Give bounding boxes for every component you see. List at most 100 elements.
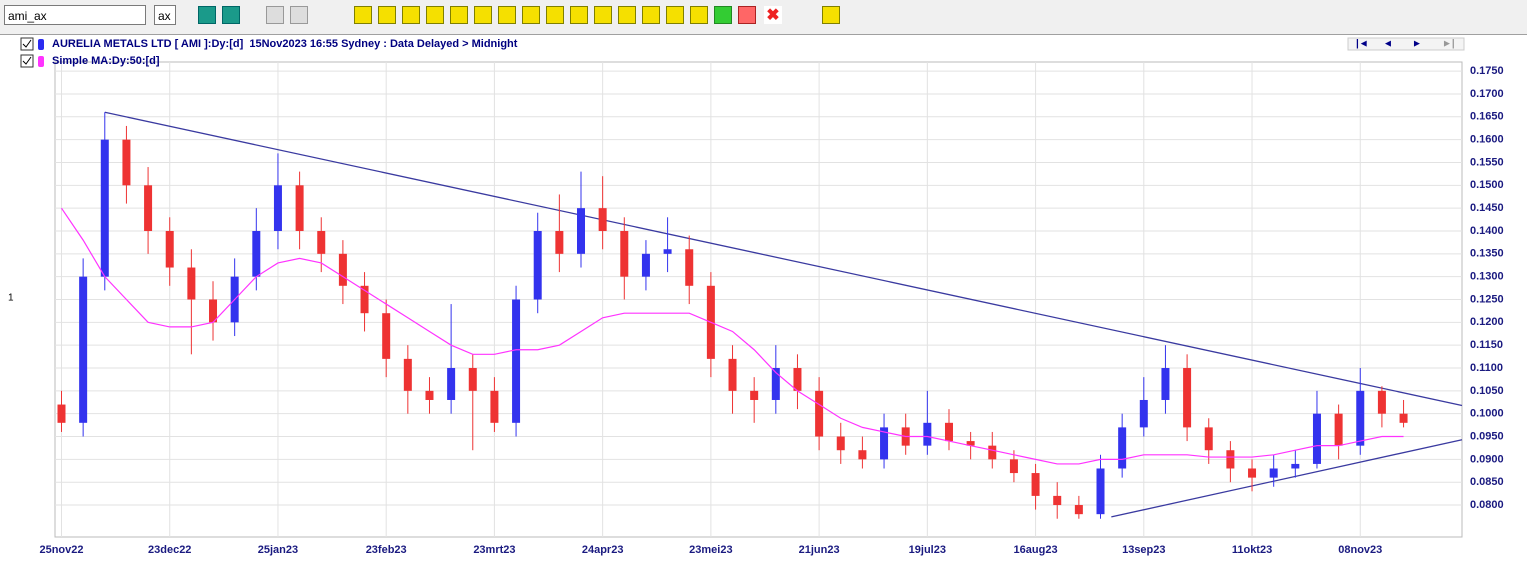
- tool-button[interactable]: [426, 6, 444, 24]
- trend-line: [1111, 439, 1463, 518]
- y-tick-label: 0.0850: [1470, 476, 1504, 488]
- tool-button[interactable]: [618, 6, 636, 24]
- candle-body: [360, 285, 369, 314]
- x-tick-label: 16aug23: [1014, 544, 1058, 556]
- y-tick-label: 0.1550: [1470, 156, 1504, 168]
- tool-button[interactable]: [450, 6, 468, 24]
- candle-body: [512, 299, 521, 423]
- y-tick-label: 0.1200: [1470, 316, 1504, 328]
- candle-body: [1248, 468, 1257, 478]
- candle-body: [468, 368, 477, 391]
- period-box[interactable]: ax: [154, 5, 176, 25]
- candle-body: [122, 139, 131, 186]
- tool-button[interactable]: [690, 6, 708, 24]
- x-tick-label: 11okt23: [1232, 544, 1272, 556]
- y-tick-label: 0.0800: [1470, 499, 1504, 511]
- y-tick-label: 0.0900: [1470, 453, 1504, 465]
- candle-body: [425, 390, 434, 400]
- x-tick-label: 24apr23: [582, 544, 624, 556]
- candle-body: [880, 427, 889, 460]
- candle-body: [728, 358, 737, 391]
- candle-body: [1139, 399, 1148, 428]
- nav-last[interactable]: ►|: [1442, 39, 1455, 50]
- tool-button[interactable]: [666, 6, 684, 24]
- tool-button[interactable]: [474, 6, 492, 24]
- candle-body: [1312, 413, 1321, 464]
- x-tick-label: 23mrt23: [473, 544, 515, 556]
- candle-body: [1183, 368, 1192, 428]
- y-tick-label: 0.1100: [1470, 362, 1503, 374]
- tool-button[interactable]: [266, 6, 284, 24]
- candle-body: [836, 436, 845, 451]
- candle-body: [988, 445, 997, 460]
- y-tick-label: 0.1500: [1470, 179, 1504, 191]
- symbol-box[interactable]: ami_ax: [4, 5, 146, 25]
- tool-button[interactable]: [222, 6, 240, 24]
- candle-body: [79, 276, 88, 423]
- tool-button[interactable]: [402, 6, 420, 24]
- y-tick-label: 0.1250: [1470, 293, 1504, 305]
- candle-body: [620, 230, 629, 277]
- tool-button[interactable]: [522, 6, 540, 24]
- candle-body: [165, 230, 174, 268]
- check-mark: [22, 39, 32, 48]
- tool-button[interactable]: [714, 6, 732, 24]
- candle-body: [1053, 495, 1062, 506]
- nav-next[interactable]: ►: [1412, 39, 1422, 50]
- y-tick-label: 0.1600: [1470, 134, 1504, 146]
- candle-body: [252, 230, 261, 277]
- candle-body: [317, 230, 326, 254]
- x-tick-label: 08nov23: [1338, 544, 1382, 556]
- tool-button[interactable]: [594, 6, 612, 24]
- candle-body: [490, 390, 499, 423]
- tool-button[interactable]: [570, 6, 588, 24]
- tool-button[interactable]: [546, 6, 564, 24]
- tool-button[interactable]: [198, 6, 216, 24]
- x-tick-label: 23dec22: [148, 544, 191, 556]
- tool-button[interactable]: [822, 6, 840, 24]
- candle-body: [750, 390, 759, 400]
- tool-button[interactable]: [290, 6, 308, 24]
- candle-body: [338, 253, 347, 286]
- candle-body: [57, 404, 66, 423]
- candle-body: [1291, 463, 1300, 469]
- x-tick-label: 23feb23: [366, 544, 407, 556]
- candle-body: [858, 450, 867, 460]
- nav-bar[interactable]: [1347, 37, 1465, 51]
- tool-button[interactable]: [354, 6, 372, 24]
- legend-checkbox[interactable]: [20, 54, 34, 68]
- candle-body: [598, 208, 607, 231]
- nav-prev[interactable]: ◄: [1383, 39, 1393, 50]
- trend-line: [104, 111, 1463, 407]
- candle-body: [100, 139, 109, 277]
- candle-body: [209, 299, 218, 323]
- tool-button[interactable]: [642, 6, 660, 24]
- nav-first[interactable]: |◄: [1356, 39, 1369, 50]
- candle-body: [1377, 390, 1386, 414]
- tool-button[interactable]: [738, 6, 756, 24]
- y-tick-label: 0.1400: [1470, 225, 1504, 237]
- candle-body: [144, 185, 153, 231]
- candle-body: [771, 368, 780, 400]
- candle-body: [1356, 390, 1365, 446]
- tool-button[interactable]: ✖: [764, 6, 782, 24]
- candle-body: [1161, 368, 1170, 400]
- candle-body: [1074, 505, 1083, 515]
- candle-body: [577, 208, 586, 254]
- candle-body: [555, 230, 564, 254]
- y-tick-label: 0.1350: [1470, 248, 1504, 260]
- candle-body: [273, 185, 282, 231]
- legend-checkbox[interactable]: [20, 37, 34, 51]
- tool-button[interactable]: [378, 6, 396, 24]
- candle-body: [1096, 468, 1105, 515]
- candle-body: [1009, 459, 1018, 474]
- candle-body: [1334, 413, 1343, 446]
- candle-body: [1399, 413, 1408, 423]
- tool-button[interactable]: [498, 6, 516, 24]
- x-tick-label: 21jun23: [799, 544, 840, 556]
- y-tick-label: 0.1450: [1470, 202, 1504, 214]
- x-tick-label: 23mei23: [689, 544, 732, 556]
- candle-body: [382, 313, 391, 359]
- x-tick-label: 25jan23: [258, 544, 298, 556]
- candle-body: [403, 358, 412, 391]
